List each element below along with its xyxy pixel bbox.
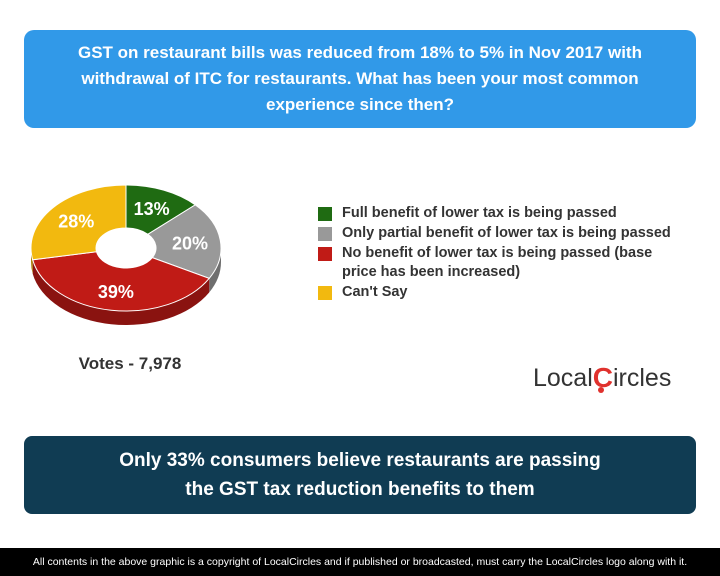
legend-label: Only partial benefit of lower tax is bei…	[342, 225, 671, 241]
legend-item-partial-benefit: Only partial benefit of lower tax is bei…	[318, 224, 708, 243]
slice-label: 20%	[172, 234, 208, 254]
slice-3	[30, 184, 127, 261]
logo-text-ircles: ircles	[613, 363, 672, 392]
chart-legend: Full benefit of lower tax is being passe…	[318, 204, 708, 303]
copyright-footer: All contents in the above graphic is a c…	[0, 548, 720, 576]
slice-2	[32, 251, 211, 312]
legend-swatch	[318, 247, 332, 261]
legend-item-no-benefit: No benefit of lower tax is being passed …	[318, 244, 708, 282]
slice-label: 28%	[58, 211, 94, 231]
slice-1	[146, 204, 222, 279]
question-text: GST on restaurant bills was reduced from…	[78, 43, 642, 114]
donut-chart-svg: 13%20% 39% 28%	[30, 184, 222, 325]
slice-label: 13%	[134, 199, 170, 219]
takeaway-banner: Only 33% consumers believe restaurants a…	[24, 436, 696, 514]
logo-c-mark: C	[593, 362, 613, 394]
donut-chart: 13% 20% 39% 28%	[18, 168, 248, 358]
votes-count: Votes - 7,978	[78, 354, 182, 373]
takeaway-line-2: the GST tax reduction benefits to them	[185, 479, 535, 500]
takeaway-line-1: Only 33% consumers believe restaurants a…	[119, 450, 601, 471]
legend-item-full-benefit: Full benefit of lower tax is being passe…	[318, 204, 708, 223]
legend-swatch	[318, 227, 332, 241]
slice-label: 39%	[98, 282, 134, 302]
localcircles-logo: Local C ircles	[533, 362, 671, 394]
logo-text-local: Local	[533, 363, 593, 392]
location-pin-icon	[597, 387, 604, 393]
logo-text-c: C	[592, 362, 613, 393]
legend-label: Can't Say	[342, 284, 408, 300]
legend-swatch	[318, 286, 332, 300]
legend-label: No benefit of lower tax is being passed …	[342, 245, 653, 280]
legend-label: Full benefit of lower tax is being passe…	[342, 205, 617, 221]
legend-swatch	[318, 207, 332, 221]
slice-side	[32, 259, 210, 325]
question-banner: GST on restaurant bills was reduced from…	[24, 30, 696, 128]
legend-item-cant-say: Can't Say	[318, 283, 708, 302]
copyright-text: All contents in the above graphic is a c…	[32, 556, 688, 568]
